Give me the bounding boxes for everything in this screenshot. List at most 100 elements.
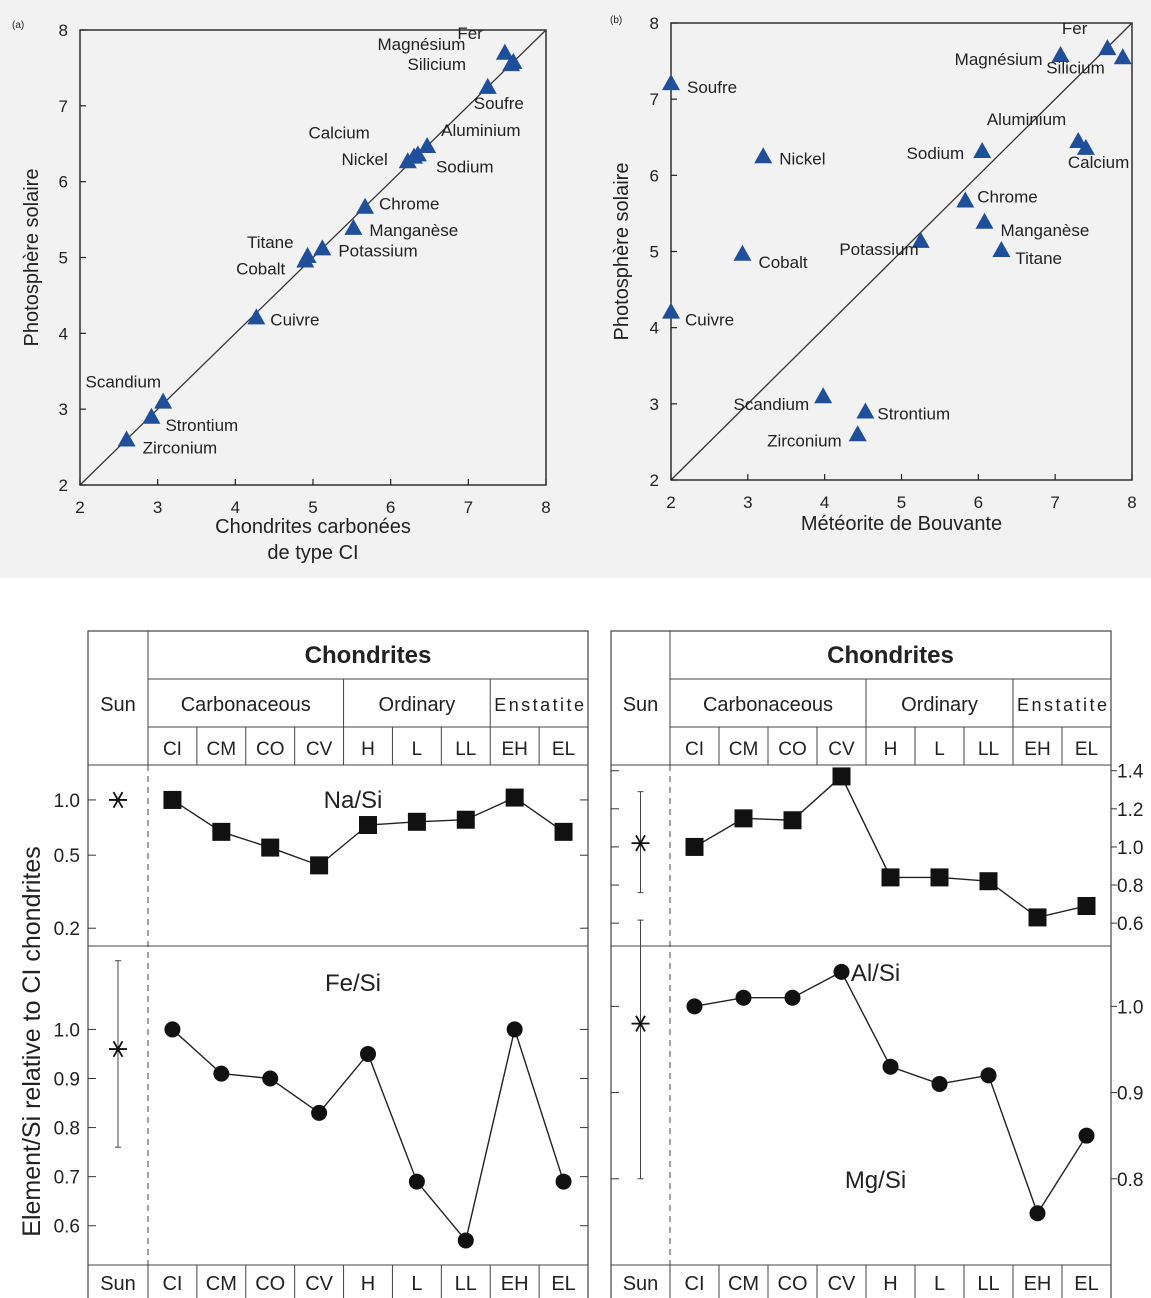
y-tick-label: 0.9 — [54, 1070, 80, 1091]
footer-label: CM — [206, 1273, 237, 1295]
data-point-square — [881, 868, 900, 887]
y-tick-label: 1.0 — [1117, 838, 1143, 859]
y-tick-label: 1.4 — [1117, 762, 1144, 783]
data-point-square — [783, 811, 802, 830]
category-header: CV — [828, 739, 855, 760]
point-marker-silicium — [502, 55, 521, 72]
point-marker-strontium — [856, 402, 875, 419]
data-point-circle — [882, 1058, 899, 1075]
footer-label: H — [883, 1273, 897, 1295]
point-marker-aluminium — [1069, 132, 1088, 149]
sun-star-marker — [635, 834, 646, 852]
point-label: Soufre — [687, 78, 737, 97]
point-label: Calcium — [1068, 153, 1129, 172]
point-marker-sodium — [973, 141, 992, 158]
footer-label: LL — [977, 1273, 999, 1295]
header-title: Chondrites — [827, 642, 954, 669]
x-tick-label: 7 — [1050, 493, 1059, 512]
x-tick-label: 7 — [464, 498, 473, 517]
group-header: Ordinary — [379, 694, 456, 716]
x-tick-label: 5 — [308, 498, 317, 517]
category-header: EL — [1075, 739, 1098, 760]
footer-label: CM — [728, 1273, 759, 1295]
sun-star-marker — [112, 791, 124, 809]
data-point-square — [554, 822, 573, 841]
point-label: Manganèse — [1000, 221, 1089, 240]
x-axis-label: Météorite de Bouvante — [801, 513, 1002, 535]
data-point-circle — [311, 1104, 328, 1121]
x-tick-label: 3 — [153, 498, 162, 517]
y-tick-label: 0.5 — [54, 846, 80, 867]
point-label: Sodium — [907, 144, 965, 163]
footer-label: CI — [162, 1273, 182, 1295]
data-point-square — [930, 868, 949, 887]
series-label: Al/Si — [851, 960, 900, 987]
data-point-square — [505, 788, 524, 807]
series-label: Mg/Si — [845, 1167, 906, 1194]
table-frame — [610, 630, 1112, 1298]
data-point-circle — [555, 1173, 572, 1190]
data-point-square — [261, 838, 280, 857]
point-marker-manganèse — [344, 218, 363, 235]
y-tick-label: 1.0 — [1117, 997, 1143, 1018]
point-label: Fer — [1062, 19, 1088, 38]
data-point-square — [407, 812, 426, 831]
category-header: EH — [501, 739, 527, 760]
point-label: Cobalt — [758, 253, 807, 272]
data-point-square — [163, 790, 182, 809]
y-tick-label: 0.8 — [54, 1119, 80, 1140]
data-point-square — [212, 822, 231, 841]
point-label: Scandium — [85, 373, 161, 392]
point-marker-magnésium — [1051, 45, 1070, 62]
y-tick-label: 0.7 — [54, 1168, 80, 1189]
point-marker-silicium — [1113, 48, 1132, 65]
point-label: Soufre — [474, 94, 524, 113]
point-label: Magnésium — [378, 35, 466, 54]
footer-label: EL — [551, 1273, 575, 1295]
footer-label: CV — [305, 1273, 333, 1295]
footer-label: Sun — [100, 1273, 136, 1295]
data-point-circle — [1029, 1205, 1046, 1222]
data-point-circle — [506, 1021, 523, 1038]
point-marker-titane — [992, 240, 1011, 257]
y-tick-label: 8 — [650, 14, 659, 33]
point-label: Titane — [1015, 249, 1062, 268]
point-marker-cobalt — [296, 251, 315, 268]
category-header: CI — [163, 739, 182, 760]
point-label: Calcium — [308, 123, 369, 142]
series-label: Na/Si — [324, 787, 383, 814]
y-tick-label: 5 — [59, 249, 68, 268]
data-point-square — [832, 767, 851, 786]
x-tick-label: 4 — [820, 493, 829, 512]
x-tick-label: 3 — [743, 493, 752, 512]
footer-label: CV — [828, 1273, 856, 1295]
category-header: CO — [778, 739, 807, 760]
group-header: Enstatite — [1017, 695, 1107, 715]
y-tick-label: 0.8 — [1117, 1170, 1143, 1191]
point-label: Strontium — [877, 404, 950, 423]
point-label: Cuivre — [270, 310, 319, 329]
data-point-square — [310, 856, 329, 875]
point-label: Nickel — [779, 149, 825, 168]
y-tick-label: 0.2 — [54, 919, 80, 940]
point-marker-strontium — [142, 407, 161, 424]
point-marker-cuivre — [662, 302, 680, 319]
point-label: Nickel — [341, 150, 387, 169]
point-marker-nickel — [754, 147, 773, 164]
point-label: Scandium — [734, 395, 810, 414]
data-point-circle — [262, 1070, 279, 1087]
point-marker-manganèse — [975, 212, 994, 229]
group-header: Enstatite — [494, 695, 584, 715]
y-tick-label: 4 — [650, 319, 659, 338]
y-tick-label: 7 — [650, 90, 659, 109]
point-label: Zirconium — [767, 431, 842, 450]
point-marker-potassium — [911, 231, 930, 248]
x-axis-label: Chondrites carbonées — [215, 516, 411, 538]
data-point-circle — [784, 989, 801, 1006]
point-marker-aluminium — [418, 137, 437, 154]
category-header: EL — [552, 739, 575, 760]
y-tick-label: 2 — [59, 476, 68, 495]
footer-label: CO — [778, 1273, 808, 1295]
y-tick-label: 5 — [650, 243, 659, 262]
point-label: Aluminium — [441, 121, 520, 140]
